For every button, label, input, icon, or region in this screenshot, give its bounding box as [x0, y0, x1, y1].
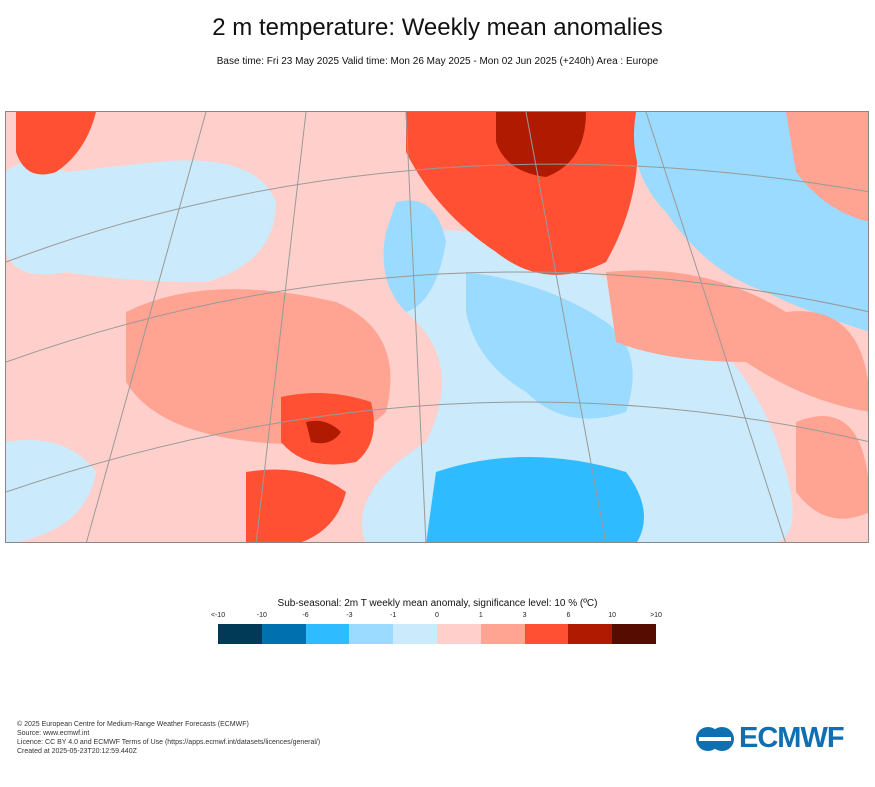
legend-tick-label: -1 — [390, 612, 397, 619]
legend-swatch — [305, 624, 350, 644]
legend-tick-label: -3 — [346, 612, 353, 619]
chart-subtitle: Base time: Fri 23 May 2025 Valid time: M… — [216, 56, 659, 67]
legend-tick-label: 1 — [478, 612, 483, 619]
color-legend — [218, 624, 656, 644]
legend-tick-label: 0 — [435, 612, 439, 619]
region-atlantic-light — [6, 160, 276, 282]
ecmwf-logo-icon — [696, 726, 734, 751]
footer-text: © 2025 European Centre for Medium-Range … — [17, 720, 320, 756]
legend-swatch — [480, 624, 525, 644]
legend-swatch — [393, 624, 437, 644]
graticule — [6, 112, 868, 542]
legend-tick-label: -6 — [302, 612, 309, 619]
region-africa-red — [246, 469, 346, 542]
legend-swatch — [568, 624, 613, 644]
footer-created: Created at 2025-05-23T20:12:59.440Z — [17, 748, 137, 755]
legend-swatch — [218, 624, 262, 644]
region-scand-blue — [383, 200, 446, 312]
legend-tick-label: 10 — [608, 612, 617, 619]
legend-swatch — [436, 624, 481, 644]
region-med-blue — [426, 457, 645, 542]
region-iberia-darkred — [306, 420, 341, 444]
footer-source: Source: www.ecmwf.int — [17, 730, 90, 737]
region-topright-salmon — [786, 112, 868, 222]
chart-title: 2 m temperature: Weekly mean anomalies — [212, 14, 663, 41]
region-ne-darkred — [496, 112, 586, 177]
legend-swatch — [261, 624, 306, 644]
legend-ticks: <-10 -10 -6 -3 -1 0 1 3 6 10 >10 — [211, 612, 662, 622]
legend-tick-label: 3 — [522, 612, 527, 619]
region-se-salmon — [796, 416, 868, 519]
region-topleft-red — [16, 112, 96, 175]
legend-tick-label: -10 — [256, 612, 267, 619]
footer-copyright: © 2025 European Centre for Medium-Range … — [17, 721, 249, 728]
legend-tick-label: <-10 — [210, 612, 226, 619]
region-east-salmon — [606, 270, 868, 412]
region-ne-red — [406, 112, 638, 275]
legend-swatch — [349, 624, 394, 644]
legend-tick-label: 6 — [566, 612, 571, 619]
legend-swatch — [524, 624, 569, 644]
legend-title: Sub-seasonal: 2m T weekly mean anomaly, … — [277, 598, 598, 609]
footer-licence: Licence: CC BY 4.0 and ECMWF Terms of Us… — [17, 739, 321, 746]
region-bottom-left-light — [6, 440, 96, 542]
ecmwf-logo: ECMWF — [695, 722, 845, 755]
legend-tick-label: >10 — [650, 612, 662, 619]
anomaly-map — [5, 111, 869, 543]
ecmwf-logo-text: ECMWF — [739, 722, 845, 754]
legend-swatch — [612, 624, 656, 644]
region-central-blue — [466, 272, 633, 419]
